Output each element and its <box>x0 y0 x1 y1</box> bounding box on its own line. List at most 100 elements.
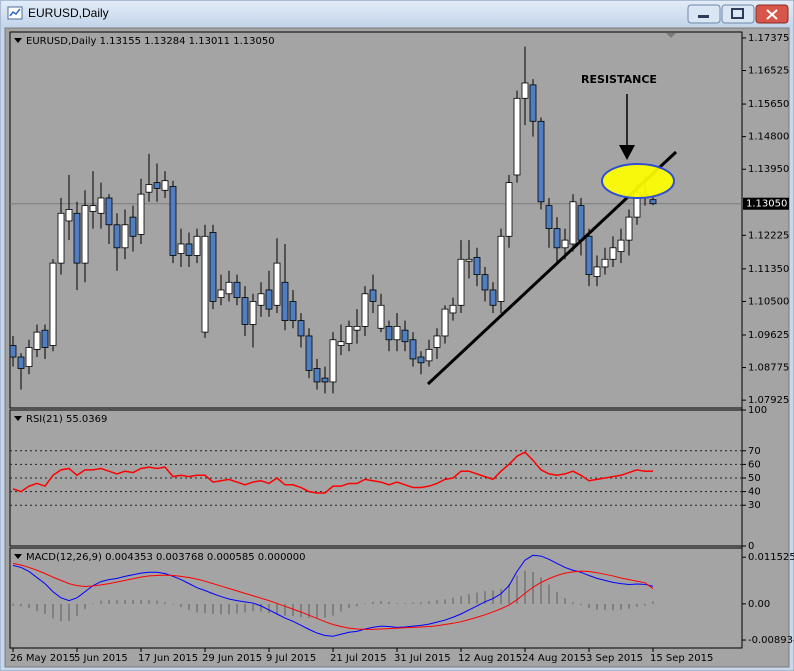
histogram-bar <box>564 598 566 604</box>
candle-body <box>41 329 49 348</box>
candle-body <box>609 247 617 260</box>
candle-body <box>153 182 161 189</box>
histogram-bar <box>420 602 422 604</box>
histogram-bar <box>332 603 334 616</box>
title-bar <box>1 1 793 27</box>
x-tick-label: 12 Aug 2015 <box>458 653 522 664</box>
histogram-bar <box>124 599 126 604</box>
y-tick-label: 1.15650 <box>748 99 789 110</box>
candle-body <box>289 301 297 322</box>
histogram-bar <box>92 603 94 604</box>
y-tick-label: 40 <box>748 487 761 498</box>
histogram-bar <box>228 603 230 615</box>
macd-line <box>12 562 654 630</box>
y-tick-label: 0 <box>748 541 754 552</box>
panel-header: RSI(21) 55.0369 <box>26 414 107 425</box>
candle-body <box>393 325 401 341</box>
histogram-bar <box>548 584 550 604</box>
histogram-bar <box>484 590 486 604</box>
candle-body <box>433 335 441 348</box>
rsi-line <box>12 451 654 494</box>
histogram-bar <box>268 603 270 614</box>
header-marker <box>14 416 22 421</box>
candle-body <box>625 216 633 241</box>
shift-marker <box>666 33 676 38</box>
header-marker <box>14 38 22 43</box>
histogram-bar <box>308 603 310 619</box>
minimize-button[interactable] <box>687 4 721 24</box>
histogram-bar <box>36 603 38 612</box>
maximize-button[interactable] <box>721 4 755 24</box>
histogram-bar <box>148 600 150 604</box>
candle-body <box>313 368 321 383</box>
candle-body <box>73 212 81 264</box>
histogram-bar <box>452 597 454 604</box>
histogram-bar <box>116 600 118 604</box>
histogram-bar <box>76 603 78 617</box>
histogram-bar <box>588 603 590 608</box>
histogram-bar <box>244 603 246 613</box>
histogram-bar <box>52 603 54 619</box>
candle-body <box>177 243 185 254</box>
histogram-bar <box>508 584 510 604</box>
panel-header: EURUSD,Daily 1.13155 1.13284 1.13011 1.1… <box>26 36 275 47</box>
candle-body <box>601 258 609 268</box>
x-tick-label: 9 Jul 2015 <box>266 653 316 664</box>
candle-body <box>561 239 569 249</box>
candle-body <box>49 262 57 346</box>
candle-body <box>545 205 553 230</box>
histogram-bar <box>412 602 414 604</box>
histogram-bar <box>380 601 382 604</box>
candle-body <box>457 258 465 306</box>
histogram-bar <box>428 601 430 604</box>
y-tick-label: 60 <box>748 459 761 470</box>
histogram-bar <box>492 590 494 604</box>
histogram-bar <box>612 603 614 611</box>
candle-body <box>465 258 473 262</box>
histogram-bar <box>172 603 174 605</box>
candle-body <box>25 347 33 368</box>
close-button[interactable] <box>755 4 789 24</box>
candle-body <box>353 325 361 331</box>
x-tick-label: 29 Jun 2015 <box>202 653 262 664</box>
histogram-bar <box>580 603 582 606</box>
annotation-text: RESISTANCE <box>581 73 657 86</box>
candle-body <box>529 84 537 122</box>
candle-body <box>305 335 313 371</box>
candle-body <box>553 228 561 249</box>
candle-body <box>505 182 513 237</box>
histogram-bar <box>404 603 406 604</box>
y-tick-label: 1.12225 <box>748 230 789 241</box>
histogram-bar <box>356 603 358 607</box>
panel-header: MACD(12,26,9) 0.004353 0.003768 0.000585… <box>26 552 306 563</box>
y-tick-label: 1.08775 <box>748 363 789 374</box>
histogram-bar <box>236 603 238 614</box>
candle-body <box>409 339 417 360</box>
histogram-bar <box>572 602 574 604</box>
candle-body <box>521 82 529 99</box>
candle-body <box>121 224 129 249</box>
macd-line <box>12 554 654 637</box>
histogram-bar <box>196 603 198 613</box>
histogram-bar <box>212 603 214 614</box>
candle-body <box>89 205 97 212</box>
histogram-bar <box>516 575 518 604</box>
candle-body <box>649 199 657 205</box>
candle-body <box>537 120 545 203</box>
arrow-head <box>619 145 635 160</box>
y-tick-label: 1.09625 <box>748 330 789 341</box>
candle-body <box>497 235 505 302</box>
y-tick-label: 0.00 <box>748 599 770 610</box>
histogram-bar <box>260 603 262 612</box>
x-tick-label: 3 Sep 2015 <box>586 653 643 664</box>
y-tick-label: 70 <box>748 446 761 457</box>
candle-body <box>17 356 25 369</box>
histogram-bar <box>108 599 110 604</box>
candle-body <box>377 304 385 329</box>
histogram-bar <box>628 603 630 609</box>
histogram-bar <box>44 603 46 614</box>
candle-body <box>321 377 329 383</box>
y-tick-label: 1.16525 <box>748 66 789 77</box>
histogram-bar <box>652 601 654 604</box>
